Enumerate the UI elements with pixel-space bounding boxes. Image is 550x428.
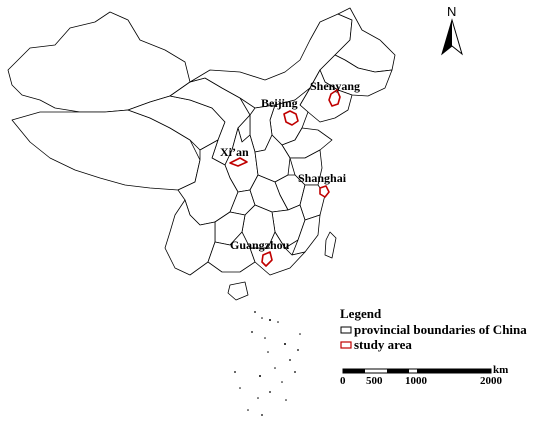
study-area-guangzhou (261, 251, 273, 267)
legend-label-provincial: provincial boundaries of China (354, 322, 527, 337)
study-area-beijing (283, 110, 299, 126)
scale-bar: km 0 500 1000 2000 (340, 364, 508, 387)
study-area-xian (229, 157, 248, 167)
legend: Legend provincial boundaries of China st… (340, 306, 527, 352)
city-label-shenyang: Shenyang (310, 79, 360, 93)
province-taiwan (324, 231, 337, 259)
north-arrow: N (441, 4, 463, 56)
province-xinjiang (7, 11, 191, 113)
south-china-sea-islands (234, 311, 301, 416)
city-label-beijing: Beijing (261, 96, 298, 110)
city-label-shanghai: Shanghai (298, 171, 347, 185)
legend-swatch-provincial (340, 326, 352, 334)
scale-tick-1000: 1000 (405, 375, 428, 387)
scale-tick-0: 0 (340, 375, 346, 387)
city-label-guangzhou: Guangzhou (230, 238, 290, 252)
province-hainan (227, 281, 249, 301)
legend-label-study-area: study area (354, 337, 412, 352)
north-arrow-label: N (447, 4, 456, 19)
study-areas (229, 89, 341, 267)
scale-tick-2000: 2000 (480, 375, 503, 387)
study-area-shenyang (328, 89, 341, 107)
study-area-shanghai (319, 185, 330, 198)
provincial-boundaries (7, 7, 396, 301)
city-label-xian: Xi’an (220, 145, 249, 159)
scale-tick-500: 500 (366, 375, 383, 387)
legend-swatch-study-area (340, 341, 352, 349)
city-labels: Shenyang Beijing Xi’an Shanghai Guangzho… (220, 79, 360, 252)
legend-title: Legend (340, 306, 382, 321)
scale-unit: km (493, 364, 508, 376)
